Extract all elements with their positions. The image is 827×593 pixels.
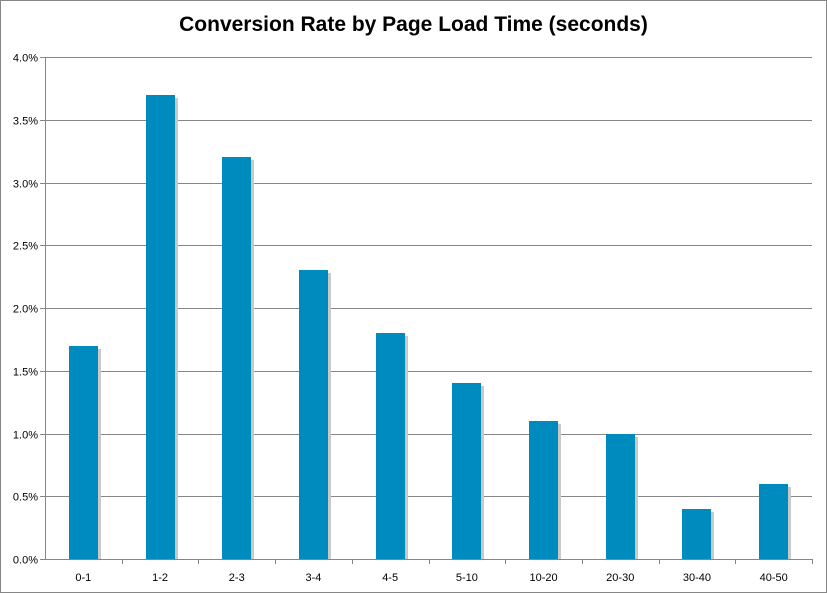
x-tick-label: 20-30 bbox=[606, 572, 634, 584]
x-tick-label: 2-3 bbox=[229, 572, 245, 584]
chart-title: Conversion Rate by Page Load Time (secon… bbox=[179, 13, 648, 36]
bar bbox=[529, 421, 558, 559]
x-tick-label: 0-1 bbox=[75, 572, 91, 584]
y-tick-label: 1.0% bbox=[13, 430, 38, 442]
y-tick-label: 2.5% bbox=[13, 241, 38, 253]
bar bbox=[376, 333, 405, 559]
y-tick-label: 0.5% bbox=[13, 492, 38, 504]
bar bbox=[452, 383, 481, 559]
x-tick-label: 40-50 bbox=[760, 572, 788, 584]
bar bbox=[682, 509, 711, 559]
y-tick-label: 0.0% bbox=[13, 555, 38, 567]
bar bbox=[146, 95, 175, 559]
bar bbox=[759, 484, 788, 559]
gridlines bbox=[45, 57, 812, 497]
y-tick-label: 1.5% bbox=[13, 367, 38, 379]
x-tick-label: 4-5 bbox=[382, 572, 398, 584]
y-tick-label: 3.0% bbox=[13, 179, 38, 191]
x-tick-label: 30-40 bbox=[683, 572, 711, 584]
bar bbox=[606, 434, 635, 559]
bars bbox=[69, 95, 791, 559]
x-tick-label: 10-20 bbox=[529, 572, 557, 584]
y-tick-label: 4.0% bbox=[13, 53, 38, 65]
axes bbox=[40, 57, 813, 564]
tick-labels: 0.0% 0.5% 1.0% 1.5% 2.0% 2.5% 3.0% 3.5% 4.0% 0-1 1… bbox=[13, 53, 788, 585]
y-tick-label: 2.0% bbox=[13, 304, 38, 316]
x-tick-label: 3-4 bbox=[305, 572, 321, 584]
bar bbox=[299, 270, 328, 559]
y-tick-label: 3.5% bbox=[13, 116, 38, 128]
bar bbox=[69, 346, 98, 559]
bar bbox=[222, 157, 251, 559]
x-tick-label: 1-2 bbox=[152, 572, 168, 584]
x-tick-label: 5-10 bbox=[456, 572, 478, 584]
